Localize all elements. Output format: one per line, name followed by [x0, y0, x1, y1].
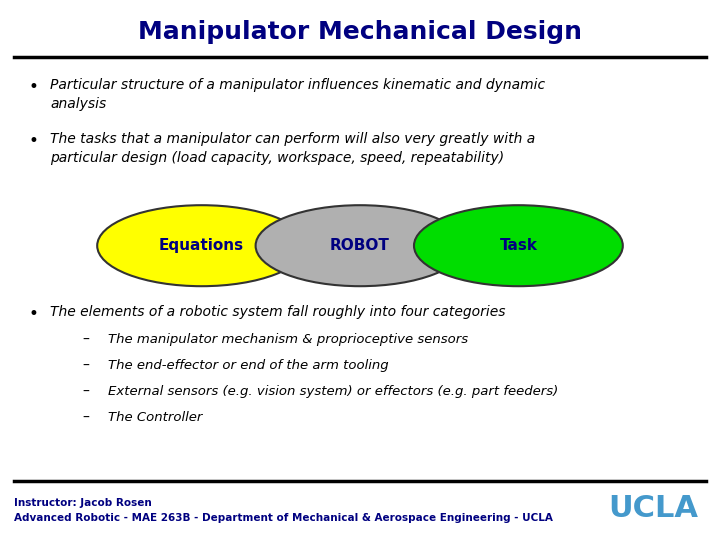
- Text: –: –: [83, 385, 90, 399]
- Text: Particular structure of a manipulator influences kinematic and dynamic
analysis: Particular structure of a manipulator in…: [50, 78, 546, 111]
- Ellipse shape: [414, 205, 623, 286]
- Text: –: –: [83, 333, 90, 347]
- Text: •: •: [29, 305, 39, 323]
- Text: The Controller: The Controller: [108, 411, 202, 424]
- Text: Manipulator Mechanical Design: Manipulator Mechanical Design: [138, 21, 582, 44]
- Text: Advanced Robotic - MAE 263B - Department of Mechanical & Aerospace Engineering -: Advanced Robotic - MAE 263B - Department…: [14, 513, 553, 523]
- Text: UCLA: UCLA: [608, 494, 698, 523]
- Text: –: –: [83, 411, 90, 425]
- Text: Instructor: Jacob Rosen: Instructor: Jacob Rosen: [14, 498, 152, 508]
- Text: The elements of a robotic system fall roughly into four categories: The elements of a robotic system fall ro…: [50, 305, 506, 319]
- Text: The tasks that a manipulator can perform will also very greatly with a
particula: The tasks that a manipulator can perform…: [50, 132, 536, 165]
- Text: The end-effector or end of the arm tooling: The end-effector or end of the arm tooli…: [108, 359, 389, 372]
- Text: ROBOT: ROBOT: [330, 238, 390, 253]
- Text: The manipulator mechanism & proprioceptive sensors: The manipulator mechanism & propriocepti…: [108, 333, 468, 346]
- Text: Equations: Equations: [159, 238, 244, 253]
- Text: –: –: [83, 359, 90, 373]
- Text: •: •: [29, 78, 39, 96]
- Text: External sensors (e.g. vision system) or effectors (e.g. part feeders): External sensors (e.g. vision system) or…: [108, 385, 558, 398]
- Ellipse shape: [97, 205, 306, 286]
- Text: Task: Task: [500, 238, 537, 253]
- Ellipse shape: [256, 205, 464, 286]
- Text: •: •: [29, 132, 39, 150]
